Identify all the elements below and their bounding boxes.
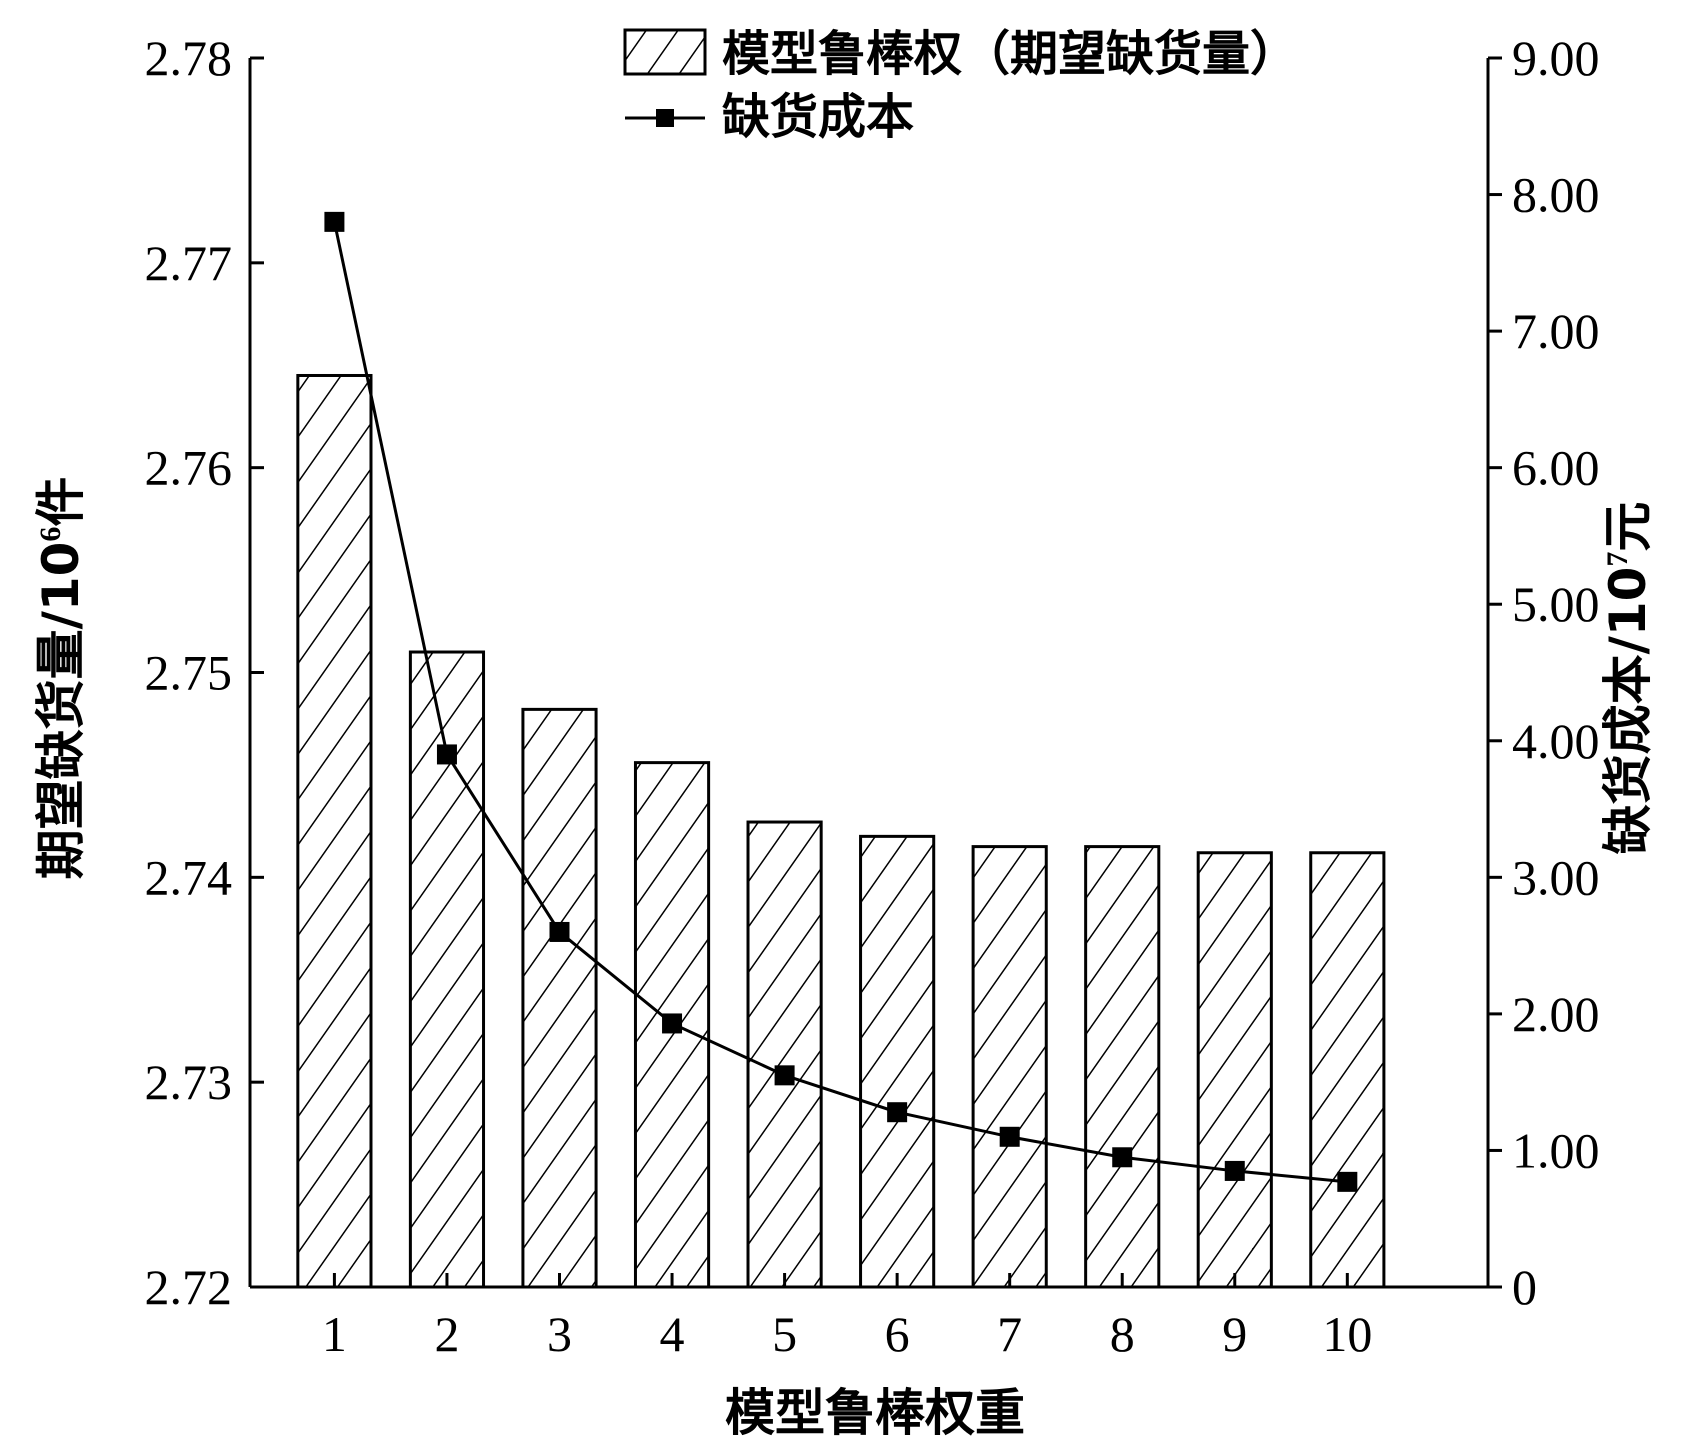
left-tick-label: 2.73 <box>145 1054 233 1110</box>
left-tick-label: 2.72 <box>145 1259 233 1315</box>
legend-bar-label: 模型鲁棒权（期望缺货量） <box>722 26 1298 82</box>
bar <box>521 707 598 1289</box>
left-tick-label: 2.78 <box>145 30 233 86</box>
x-tick-label: 9 <box>1222 1306 1247 1362</box>
right-tick-label: 8.00 <box>1512 167 1600 223</box>
right-tick-label: 0 <box>1512 1259 1537 1315</box>
legend: 模型鲁棒权（期望缺货量） 缺货成本 <box>623 26 1298 145</box>
cost-point <box>549 921 570 942</box>
cost-point <box>662 1013 683 1034</box>
bar <box>1084 845 1161 1289</box>
right-tick-label: 2.00 <box>1512 986 1600 1042</box>
left-axis-title-main: 期望缺货量/10 <box>32 542 90 880</box>
x-axis-title: 模型鲁棒权重 <box>725 1384 1025 1442</box>
x-tick-label: 7 <box>997 1306 1022 1362</box>
x-tick-label: 5 <box>772 1306 797 1362</box>
right-axis-title-unit: 元 <box>1599 502 1657 552</box>
bar <box>296 373 373 1289</box>
right-tick-label: 1.00 <box>1512 1122 1600 1178</box>
legend-line-marker <box>656 109 674 127</box>
right-y-axis: 0 1.00 2.00 3.00 4.00 5.00 6.00 7.00 8.00 9.00 <box>1488 30 1600 1315</box>
x-tick-label: 8 <box>1110 1306 1135 1362</box>
x-tick-label: 1 <box>322 1306 347 1362</box>
x-tick-label: 3 <box>547 1306 572 1362</box>
cost-point <box>1224 1160 1245 1181</box>
bar <box>1196 851 1273 1289</box>
bar <box>859 834 936 1289</box>
bar-series <box>296 373 1386 1289</box>
bar <box>746 820 823 1289</box>
x-tick-label: 4 <box>660 1306 685 1362</box>
right-axis-title-main: 缺货成本/10 <box>1599 567 1657 855</box>
x-tick-label: 10 <box>1322 1306 1372 1362</box>
left-tick-label: 2.76 <box>145 440 233 496</box>
svg-text:缺货成本/107元: 缺货成本/107元 <box>1599 502 1657 855</box>
bar <box>1309 851 1386 1289</box>
left-y-axis: 2.72 2.73 2.74 2.75 2.76 2.77 2.78 <box>145 30 264 1315</box>
right-tick-label: 3.00 <box>1512 849 1600 905</box>
cost-point <box>436 744 457 765</box>
x-tick-label: 2 <box>434 1306 459 1362</box>
cost-point <box>774 1065 795 1086</box>
x-axis: 1 2 3 4 5 6 7 8 9 10 <box>322 1273 1372 1362</box>
right-axis-title: 缺货成本/107元 <box>1599 502 1657 855</box>
cost-point <box>1112 1147 1133 1168</box>
cost-point <box>324 211 345 232</box>
left-axis-title-sup: 6 <box>34 527 67 542</box>
left-tick-label: 2.75 <box>145 645 233 701</box>
left-tick-label: 2.74 <box>145 849 233 905</box>
bar <box>971 845 1048 1289</box>
cost-series <box>324 211 1358 1192</box>
right-tick-label: 7.00 <box>1512 303 1600 359</box>
cost-point <box>887 1102 908 1123</box>
cost-point <box>1337 1171 1358 1192</box>
legend-bar-swatch <box>623 28 707 76</box>
right-tick-label: 9.00 <box>1512 30 1600 86</box>
right-axis-title-sup: 7 <box>1601 552 1634 567</box>
svg-text:期望缺货量/106件: 期望缺货量/106件 <box>32 477 90 880</box>
right-tick-label: 4.00 <box>1512 713 1600 769</box>
cost-line <box>332 221 1348 1184</box>
x-tick-label: 6 <box>885 1306 910 1362</box>
legend-line-label: 缺货成本 <box>722 89 914 145</box>
cost-point <box>999 1126 1020 1147</box>
right-tick-label: 6.00 <box>1512 440 1600 496</box>
right-tick-label: 5.00 <box>1512 576 1600 632</box>
left-axis-title: 期望缺货量/106件 <box>32 477 90 880</box>
left-axis-title-unit: 件 <box>32 477 90 527</box>
left-tick-label: 2.77 <box>145 235 233 291</box>
